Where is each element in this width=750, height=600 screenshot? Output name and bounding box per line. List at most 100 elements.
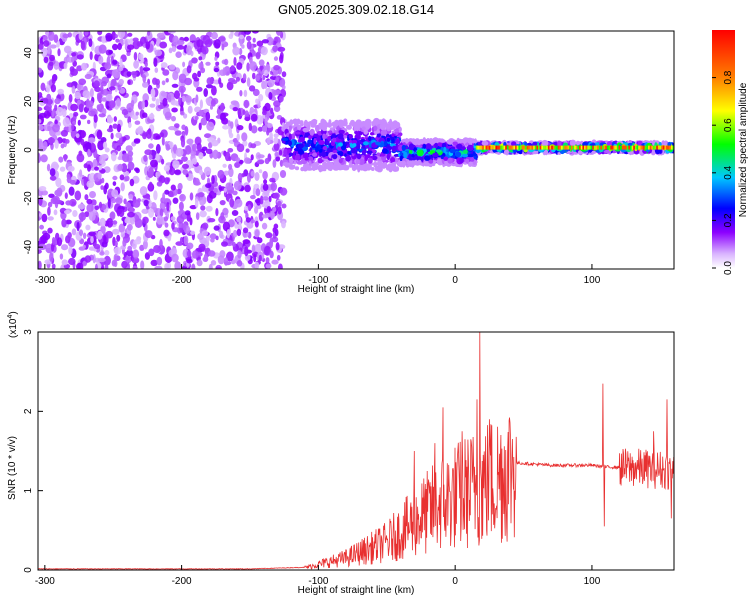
heatmap-cell <box>608 145 611 150</box>
heatmap-cell <box>86 198 93 205</box>
heatmap-cell <box>236 62 243 70</box>
heatmap-cell <box>126 223 133 231</box>
heatmap-cell <box>215 61 220 66</box>
heatmap-cell <box>121 260 128 269</box>
heatmap-cell <box>367 157 373 164</box>
heatmap-cell <box>557 140 562 147</box>
heatmap-cell <box>524 145 527 150</box>
heatmap-cell <box>76 262 84 269</box>
heatmap-cell <box>191 263 196 269</box>
heatmap-cell <box>200 67 206 74</box>
heatmap-cell <box>298 124 302 131</box>
heatmap-cell <box>118 78 124 85</box>
heatmap-cell <box>80 40 86 50</box>
heatmap-cell <box>667 142 672 147</box>
heatmap-cell <box>327 130 332 134</box>
heatmap-cell <box>277 46 286 52</box>
heatmap-cell <box>254 220 259 228</box>
heatmap-cell <box>190 230 196 235</box>
heatmap-cell <box>159 208 164 218</box>
heatmap-cell <box>193 181 201 186</box>
heatmap-cell <box>41 213 48 223</box>
heatmap-cell <box>562 145 565 150</box>
heatmap-cell <box>511 141 517 147</box>
heatmap-cell <box>332 137 337 143</box>
heatmap-cell <box>164 222 169 228</box>
heatmap-cell <box>273 64 280 71</box>
heatmap-cell <box>120 182 125 192</box>
heatmap-cell <box>63 209 71 215</box>
heatmap-cell <box>232 190 238 196</box>
heatmap-cell <box>621 145 624 150</box>
heatmap-cell <box>251 31 259 34</box>
heatmap-cell <box>294 166 300 171</box>
heatmap-cell <box>42 141 48 150</box>
heatmap-cell <box>204 133 212 139</box>
heatmap-cell <box>129 178 135 187</box>
heatmap-cell <box>103 255 111 266</box>
heatmap-cell <box>105 99 111 110</box>
heatmap-cell <box>58 156 64 163</box>
heatmap-cell <box>103 234 107 245</box>
heatmap-cell <box>127 161 135 171</box>
heatmap-cell <box>233 180 242 191</box>
heatmap-cell <box>126 71 132 77</box>
heatmap-cell <box>68 257 76 266</box>
heatmap-cell <box>666 145 669 150</box>
heatmap-cell <box>565 145 568 150</box>
heatmap-cell <box>605 145 608 150</box>
heatmap-cell <box>443 156 449 161</box>
heatmap-cell <box>153 245 161 253</box>
heatmap-cell <box>252 72 256 80</box>
heatmap-cell <box>160 62 168 69</box>
heatmap-cell <box>204 166 212 176</box>
heatmap-cell <box>570 145 573 150</box>
heatmap-cell <box>515 145 518 150</box>
heatmap-cell <box>228 167 234 178</box>
heatmap-cell <box>125 145 133 152</box>
heatmap-cell <box>226 251 234 262</box>
heatmap-cell <box>45 84 51 93</box>
heatmap-cell <box>518 145 521 150</box>
heatmap-cell <box>652 145 655 150</box>
heatmap-cell <box>89 51 93 60</box>
heatmap-cell <box>251 244 256 253</box>
colorbar-tick-label: 0.4 <box>723 165 734 179</box>
heatmap-cell <box>481 140 489 146</box>
heatmap-cell <box>479 145 481 150</box>
heatmap-cell <box>38 153 41 163</box>
heatmap-cell <box>59 166 66 172</box>
heatmap-cell <box>368 135 372 142</box>
heatmap-cell <box>68 124 72 133</box>
heatmap-cell <box>170 184 176 191</box>
heatmap-cell <box>381 148 388 154</box>
heatmap-cell <box>116 145 122 152</box>
heatmap-cell <box>84 194 89 201</box>
heatmap-cell <box>232 241 236 247</box>
heatmap-cell <box>143 199 149 207</box>
heatmap-cell <box>245 217 251 223</box>
heatmap-cell <box>205 183 212 189</box>
heatmap-cell <box>281 220 286 229</box>
heatmap-cell <box>38 249 42 254</box>
heatmap-cell <box>322 133 326 140</box>
heatmap-cell <box>171 45 177 53</box>
heatmap-cell <box>159 41 168 49</box>
heatmap-cell <box>117 84 121 91</box>
heatmap-cell <box>220 102 225 112</box>
heatmap-cell <box>222 163 227 168</box>
heatmap-cell <box>616 145 619 150</box>
heatmap-cell <box>86 180 95 188</box>
heatmap-cell <box>42 35 48 41</box>
heatmap-cell <box>529 145 532 150</box>
heatmap-cell <box>215 208 219 217</box>
heatmap-cell <box>105 32 113 42</box>
heatmap-cell <box>104 62 112 70</box>
heatmap-cell <box>130 71 138 76</box>
heatmap-cell <box>577 145 580 150</box>
heatmap-cell <box>213 67 220 73</box>
heatmap-cell <box>611 145 614 150</box>
heatmap-cell <box>332 125 337 130</box>
heatmap-cell <box>139 186 148 196</box>
